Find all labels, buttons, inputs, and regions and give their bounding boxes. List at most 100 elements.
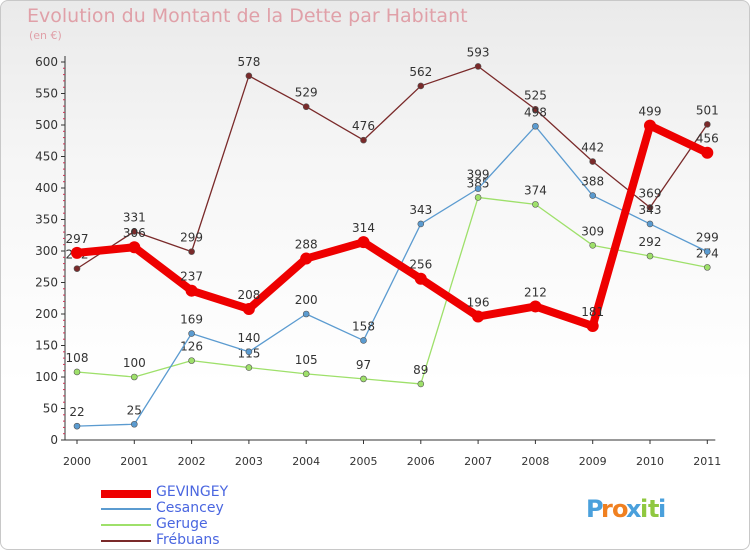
legend-label-geruge: Geruge bbox=[156, 516, 208, 532]
data-point bbox=[300, 252, 313, 265]
data-label: 314 bbox=[352, 221, 375, 235]
data-point bbox=[302, 103, 310, 111]
data-label: 369 bbox=[639, 187, 662, 201]
data-point bbox=[589, 158, 597, 165]
data-point bbox=[188, 357, 195, 364]
legend-item-gevingey: GEVINGEY bbox=[101, 484, 301, 501]
legend-swatch-frebuans bbox=[101, 540, 151, 542]
chart-subtitle: (en €) bbox=[29, 29, 62, 42]
legend-swatch-geruge bbox=[101, 524, 151, 526]
data-point bbox=[131, 228, 138, 235]
data-point bbox=[245, 348, 253, 356]
legend-swatch-cesancey bbox=[101, 508, 151, 510]
y-tick-label: 300 bbox=[35, 244, 58, 258]
data-point bbox=[360, 375, 367, 383]
data-label: 309 bbox=[581, 224, 604, 238]
x-tick-label: 2008 bbox=[521, 455, 549, 468]
data-point bbox=[245, 72, 253, 80]
data-point bbox=[703, 248, 711, 255]
x-tick-label: 2005 bbox=[350, 455, 378, 468]
data-label: 22 bbox=[69, 405, 84, 419]
data-label: 331 bbox=[123, 210, 146, 224]
x-tick-label: 2011 bbox=[693, 455, 721, 468]
data-point bbox=[188, 248, 195, 255]
data-point bbox=[589, 242, 597, 249]
data-label: 374 bbox=[524, 183, 547, 197]
data-label: 292 bbox=[639, 235, 662, 249]
data-point bbox=[128, 241, 141, 254]
data-label: 343 bbox=[639, 203, 662, 217]
y-tick-label: 500 bbox=[35, 118, 58, 132]
data-label: 593 bbox=[467, 45, 490, 59]
line-chart: 0 50 100 150 200 250 300 350 400 450 500 550 600 2000… bbox=[35, 45, 721, 468]
data-label: 89 bbox=[413, 363, 428, 377]
data-point bbox=[644, 119, 656, 132]
data-point bbox=[302, 310, 310, 318]
data-label: 237 bbox=[180, 270, 203, 284]
legend-item-frebuans: Frébuans bbox=[101, 532, 301, 549]
data-point bbox=[242, 302, 255, 315]
data-point bbox=[73, 422, 81, 430]
data-point bbox=[414, 272, 427, 285]
data-point bbox=[646, 204, 654, 211]
data-point bbox=[474, 194, 482, 201]
data-point bbox=[532, 122, 539, 130]
data-label: 97 bbox=[356, 358, 371, 372]
data-label: 100 bbox=[123, 356, 146, 370]
data-point bbox=[703, 264, 711, 271]
data-label: 343 bbox=[409, 203, 432, 217]
legend-item-geruge: Geruge bbox=[101, 516, 301, 533]
legend-swatch-gevingey bbox=[101, 490, 151, 498]
series-line-frbuans bbox=[76, 65, 708, 270]
data-point bbox=[474, 185, 482, 192]
y-tick-label: 400 bbox=[35, 181, 58, 195]
legend-label-frebuans: Frébuans bbox=[156, 532, 220, 548]
data-point bbox=[73, 265, 81, 272]
data-label: 501 bbox=[696, 103, 719, 117]
y-tick-label: 350 bbox=[35, 213, 58, 227]
data-label: 299 bbox=[180, 231, 203, 245]
data-point bbox=[529, 300, 542, 313]
data-label: 108 bbox=[66, 351, 89, 365]
data-label: 499 bbox=[639, 105, 662, 119]
data-label: 562 bbox=[409, 65, 432, 79]
x-tick-label: 2003 bbox=[235, 455, 263, 468]
data-label: 578 bbox=[237, 55, 260, 69]
data-label: 385 bbox=[467, 176, 490, 190]
data-point bbox=[185, 284, 198, 297]
data-point bbox=[646, 252, 654, 260]
data-point bbox=[131, 373, 138, 381]
data-label: 442 bbox=[581, 141, 604, 155]
data-label: 200 bbox=[295, 293, 318, 307]
logo-letter: i bbox=[640, 495, 648, 523]
logo-letter: t bbox=[648, 495, 659, 523]
y-tick-label: 100 bbox=[35, 370, 58, 384]
data-label: 399 bbox=[467, 168, 490, 182]
data-label: 169 bbox=[180, 313, 203, 327]
logo-letter: i bbox=[658, 495, 666, 523]
series-line-cesancey bbox=[76, 125, 708, 427]
data-label: 288 bbox=[295, 238, 318, 252]
x-tick-label: 2006 bbox=[407, 455, 435, 468]
x-tick-label: 2010 bbox=[636, 455, 664, 468]
data-label: 158 bbox=[352, 319, 375, 333]
data-label: 299 bbox=[696, 231, 719, 245]
data-label: 25 bbox=[127, 403, 142, 417]
data-label: 529 bbox=[295, 86, 318, 100]
data-point bbox=[188, 330, 195, 337]
data-point bbox=[417, 82, 425, 90]
data-label: 256 bbox=[409, 258, 432, 272]
series-line-geruge bbox=[76, 196, 708, 385]
series-line-gevingey bbox=[73, 121, 712, 330]
data-point bbox=[245, 364, 253, 371]
data-label: 525 bbox=[524, 88, 547, 102]
data-label: 306 bbox=[123, 226, 146, 240]
data-point bbox=[131, 420, 138, 428]
data-point bbox=[417, 380, 425, 388]
data-label: 498 bbox=[524, 105, 547, 119]
data-point bbox=[701, 146, 714, 159]
data-label: 212 bbox=[524, 285, 547, 299]
x-tick-label: 2007 bbox=[464, 455, 492, 468]
x-tick-label: 2004 bbox=[292, 455, 320, 468]
data-label: 105 bbox=[295, 353, 318, 367]
